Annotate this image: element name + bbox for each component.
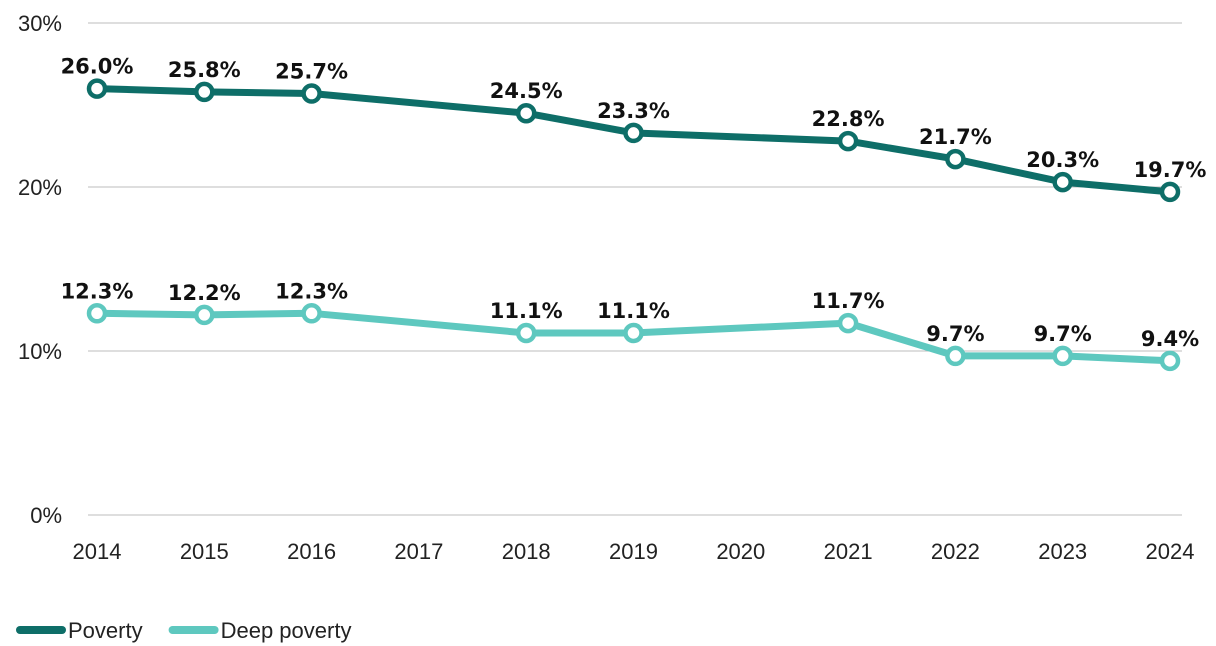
data-point: [837, 130, 859, 152]
legend: Poverty Deep poverty: [16, 618, 352, 643]
data-label: 22.8%: [812, 107, 885, 131]
data-label: 11.7%: [812, 289, 885, 313]
data-label: 24.5%: [490, 79, 563, 103]
data-label: 25.8%: [168, 58, 241, 82]
data-label: 21.7%: [919, 125, 992, 149]
x-tick-label: 2016: [287, 539, 336, 564]
data-label: 23.3%: [597, 99, 670, 123]
x-tick-label: 2020: [716, 539, 765, 564]
data-point: [1159, 350, 1181, 372]
data-label: 9.4%: [1141, 327, 1199, 351]
x-tick-label: 2017: [394, 539, 443, 564]
data-label: 25.7%: [275, 60, 348, 84]
data-point: [945, 148, 966, 170]
data-point: [301, 83, 322, 104]
x-tick-label: 2024: [1146, 539, 1195, 564]
data-point: [194, 304, 215, 326]
gridlines: [88, 22, 1182, 516]
x-tick-label: 2021: [824, 539, 873, 564]
series-points: [86, 78, 1181, 372]
x-tick-label: 2019: [609, 539, 658, 564]
legend-label: Poverty: [68, 618, 143, 643]
x-axis-ticks: 2014 2015 2016 2017 2018 2019 2020 2021 2022 2023…: [73, 539, 1195, 564]
data-point: [86, 78, 108, 99]
data-label: 9.7%: [926, 322, 984, 346]
data-label: 20.3%: [1026, 148, 1099, 172]
data-label: 12.3%: [275, 279, 348, 303]
data-label: 26.0%: [61, 55, 134, 79]
x-tick-label: 2018: [502, 539, 551, 564]
y-axis-ticks: 0% 10% 20% 30%: [18, 11, 62, 528]
data-point: [86, 303, 108, 324]
data-label: 11.1%: [597, 299, 670, 323]
data-point: [1159, 181, 1181, 203]
legend-item-deep-poverty: Deep poverty: [168, 618, 352, 643]
data-label: 19.7%: [1134, 158, 1207, 182]
data-point: [515, 322, 537, 344]
data-label: 9.7%: [1034, 322, 1092, 346]
data-point: [1052, 345, 1073, 367]
data-point: [623, 122, 644, 144]
data-point: [194, 81, 215, 103]
data-point: [623, 322, 644, 344]
legend-item-poverty: Poverty: [16, 618, 143, 643]
legend-label: Deep poverty: [221, 618, 352, 643]
data-label: 12.3%: [61, 279, 134, 303]
data-label: 12.2%: [168, 281, 241, 305]
data-label: 11.1%: [490, 299, 563, 323]
data-labels: 26.0% 25.8% 25.7% 24.5% 23.3% 22.8% 21.7% 20.3%…: [61, 55, 1207, 351]
data-point: [515, 102, 537, 124]
data-point: [1052, 171, 1073, 193]
x-tick-label: 2015: [180, 539, 229, 564]
data-point: [945, 345, 966, 367]
x-tick-label: 2023: [1038, 539, 1087, 564]
data-point: [837, 312, 859, 334]
y-tick-label: 20%: [18, 175, 62, 200]
x-tick-label: 2014: [73, 539, 122, 564]
data-point: [301, 303, 322, 324]
x-tick-label: 2022: [931, 539, 980, 564]
y-tick-label: 30%: [18, 11, 62, 36]
y-tick-label: 0%: [30, 503, 62, 528]
y-tick-label: 10%: [18, 339, 62, 364]
